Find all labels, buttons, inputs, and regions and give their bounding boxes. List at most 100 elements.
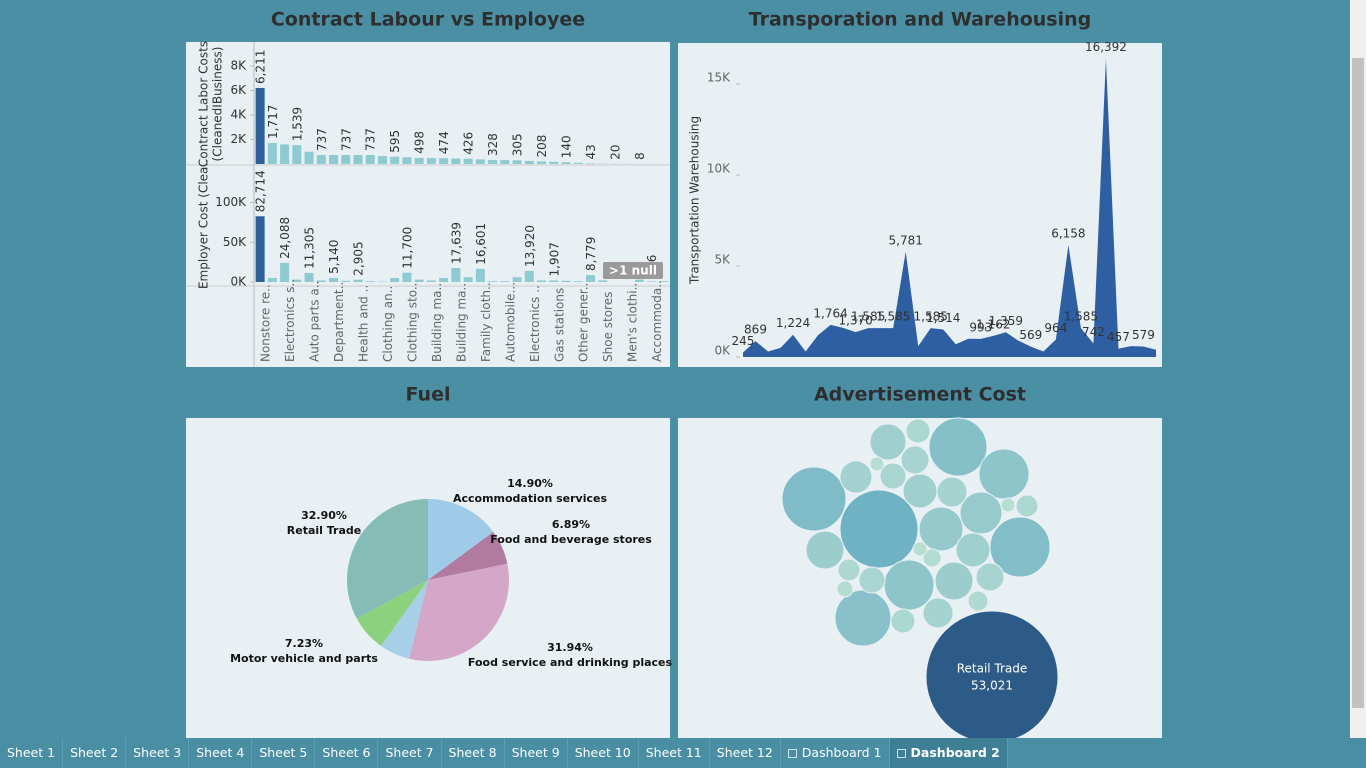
data-label: 11,700 [400, 227, 414, 269]
scroll-thumb[interactable] [1352, 58, 1364, 708]
bubble [912, 541, 928, 557]
tab-label: Sheet 9 [511, 745, 560, 760]
bubble [978, 448, 1030, 500]
tab-label: Sheet 4 [196, 745, 245, 760]
data-label: 208 [535, 135, 549, 158]
slice-label: Food service and drinking places [468, 656, 673, 669]
data-label: 82,714 [254, 170, 268, 212]
bubble [883, 559, 935, 611]
bar [561, 162, 571, 164]
data-label: 31.94% [547, 641, 593, 654]
x-tick-label: Clothing an.. [381, 286, 395, 362]
bar [524, 270, 534, 282]
bar [598, 280, 608, 282]
bar [353, 154, 363, 164]
tab-label: Sheet 8 [448, 745, 497, 760]
bubble [805, 530, 845, 570]
bar [402, 157, 412, 164]
x-tick-label: Electronics .. [528, 285, 542, 362]
bubble [928, 417, 988, 477]
bubble [959, 491, 1003, 535]
dashboard-icon [896, 748, 906, 758]
x-tick-label: Building ma.. [454, 283, 468, 362]
bubble [905, 418, 931, 444]
data-label: 579 [1132, 328, 1155, 342]
data-label: 474 [437, 131, 451, 154]
data-label: 993 [969, 320, 992, 334]
bar [463, 158, 473, 164]
bar [488, 281, 498, 282]
data-label: 1,585 [851, 310, 885, 324]
data-label: 43 [584, 144, 598, 159]
y-tick-label: 15K [707, 71, 731, 85]
bubble [837, 558, 861, 582]
tab-label: Sheet 12 [716, 745, 773, 760]
pie-slice [428, 499, 494, 580]
bubble [902, 473, 938, 509]
sheet-tab[interactable]: Dashboard 1 [781, 738, 890, 768]
tab-label: Dashboard 2 [910, 745, 1000, 760]
bar [426, 158, 436, 164]
bar [414, 279, 424, 282]
bar [316, 154, 326, 164]
pie-slice [356, 580, 428, 646]
data-label: 8,779 [584, 237, 598, 271]
data-label: 1,585 [914, 310, 948, 324]
bubble [781, 466, 847, 532]
y-axis-title: Transportation Warehousing [688, 116, 702, 285]
sheet-tab[interactable]: Sheet 12 [710, 738, 781, 768]
data-label: 1,370 [838, 314, 872, 328]
bubble [922, 548, 942, 568]
data-label: 595 [388, 130, 402, 153]
chart-title: Contract Labour vs Employee [271, 9, 585, 31]
sheet-tab[interactable]: Sheet 2 [63, 738, 127, 768]
sheet-tab[interactable]: Sheet 8 [442, 738, 505, 768]
bar [255, 216, 265, 282]
sheet-tab[interactable]: Sheet 11 [639, 738, 710, 768]
data-label: 1,585 [876, 310, 910, 324]
sheet-tab[interactable]: Sheet 6 [315, 738, 379, 768]
pie-slice [380, 580, 428, 659]
tab-bar: Sheet 1 Sheet 2 Sheet 3 Sheet 4 Sheet 5 Sheet… [0, 738, 1366, 768]
sheet-tab[interactable]: Dashboard 2 [889, 738, 1008, 768]
bar [549, 280, 559, 282]
data-label: 6.89% [552, 518, 590, 531]
y-tick-label: 8K [230, 59, 247, 73]
bubble [922, 597, 954, 629]
bar [414, 157, 424, 164]
data-label: 13,920 [523, 225, 537, 267]
bubble [839, 489, 919, 569]
bar [390, 278, 400, 282]
bar [377, 156, 387, 164]
bar [549, 161, 559, 164]
data-label: 53,021 [971, 679, 1013, 693]
data-label: 1,907 [547, 242, 561, 276]
tab-label: Sheet 2 [70, 745, 119, 760]
bar [329, 277, 339, 282]
sheet-tab[interactable]: Sheet 4 [189, 738, 253, 768]
bar [439, 158, 449, 164]
y-tick-label: 0K [230, 275, 247, 289]
bar [280, 262, 290, 282]
data-label: 869 [744, 323, 767, 337]
x-tick-label: Health and .. [357, 285, 371, 362]
sheet-tab[interactable]: Sheet 3 [126, 738, 190, 768]
x-tick-label: Building ma.. [430, 283, 444, 362]
tab-label: Sheet 3 [133, 745, 182, 760]
data-label: 14.90% [507, 477, 553, 490]
bar [402, 272, 412, 282]
sheet-tab[interactable]: Sheet 9 [505, 738, 568, 768]
sheet-tab[interactable]: Sheet 7 [378, 738, 442, 768]
sheet-tab[interactable]: Sheet 10 [568, 738, 639, 768]
x-tick-label: Nonstore re.. [259, 284, 273, 362]
bar [365, 281, 375, 282]
data-label: 245 [732, 334, 755, 348]
sheet-tab[interactable]: Sheet 1 [0, 738, 64, 768]
bar [561, 280, 571, 282]
data-label: 457 [1107, 330, 1130, 344]
bubble [834, 589, 892, 647]
sheet-tab[interactable]: Sheet 5 [252, 738, 316, 768]
bar [537, 280, 547, 282]
bar [647, 281, 657, 282]
